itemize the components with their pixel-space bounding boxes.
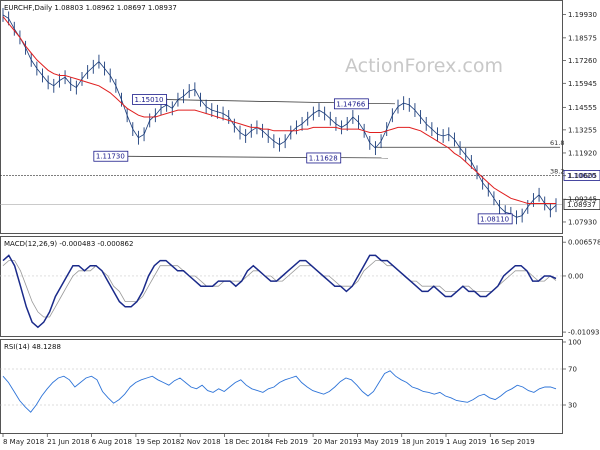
swing-annotations: 1.15010 1.14766 1.11730 1.11628 1.08110 [93,94,513,225]
fib-38-2-label: 38.2 [550,167,564,175]
x-tick-label: 8 May 2018 [3,438,44,446]
price-y-tick-label: 1.19930 [568,11,597,19]
macd-panel [0,236,563,337]
swing-box [132,94,167,105]
price-y-tick-label: 1.15945 [568,80,597,88]
x-tick-label: 16 Sep 2019 [490,438,534,446]
swing-box [477,213,513,225]
swing-label: 1.08110 [480,215,509,223]
x-tick-label: 20 Mar 2019 [313,438,357,446]
level-price-label: 1.10620 [567,172,596,180]
price-y-tick-label: 1.17260 [568,57,597,65]
price-panel [0,0,563,234]
x-tick-label: 6 Aug 2018 [92,438,132,446]
fib-61-8-label: 61.8 [550,139,564,147]
macd-y-tick-label: 0.006578 [568,239,600,247]
x-axis: 8 May 2018 21 Jun 2018 6 Aug 2018 19 Sep 20… [2,433,535,446]
ma-line [2,16,556,204]
x-tick-label: 2 Nov 2018 [180,438,220,446]
macd-line [2,254,557,329]
price-y-tick-label: 1.07930 [568,218,597,226]
price-line [2,14,557,218]
rsi-series [0,368,562,413]
price-y-tick-label: 1.13255 [568,126,597,134]
price-series [2,8,557,225]
macd-y-tick-label: 0.00 [568,272,584,280]
rsi-panel [0,339,563,434]
swing-box [306,152,342,164]
lower-channel-line [122,155,389,159]
macd-series [0,254,562,329]
swing-box [93,150,129,162]
macd-header: MACD(12,26,9) -0.000483 -0.000862 [4,240,133,248]
rsi-header: RSI(14) 48.1288 [4,343,61,351]
current-price-label: 1.08937 [567,201,596,209]
rsi-line [2,370,557,413]
level-lines: 61.8 38.21.10620 1.08937 [0,99,600,210]
x-tick-label: 4 Feb 2019 [269,438,308,446]
x-tick-label: 19 Sep 2018 [136,438,180,446]
x-tick-label: 18 Jun 2019 [402,438,444,446]
x-tick-label: 1 Aug 2019 [446,438,486,446]
swing-label: 1.11628 [309,154,338,162]
watermark: ActionForex.com [345,55,503,77]
x-tick-label: 21 Jun 2018 [47,438,89,446]
x-tick-label: 3 May 2019 [357,438,398,446]
price-header: EURCHF,Daily 1.08803 1.08962 1.08697 1.0… [4,4,177,12]
price-y-tick-label: 1.10605 [568,172,597,180]
macd-y-tick-label: -0.010933 [568,329,600,337]
swing-box [333,98,369,110]
x-tick-label: 18 Dec 2018 [225,438,270,446]
rsi-y-tick-label: 70 [568,366,577,374]
price-y-tick-label: 1.14555 [568,104,597,112]
price-y-tick-label: 1.11920 [568,149,597,157]
swing-label: 1.11730 [96,153,125,161]
swing-label: 1.15010 [135,96,164,104]
y-axes: 1.19930 1.18575 1.17260 1.15945 1.14555 1.132… [562,11,600,410]
swing-label: 1.14766 [336,100,365,108]
current-price-box [563,199,600,210]
price-y-tick-label: 1.09245 [568,196,597,204]
price-y-tick-label: 1.18575 [568,34,597,42]
rsi-y-tick-label: 30 [568,402,577,410]
rsi-y-tick-label: 100 [568,339,581,347]
